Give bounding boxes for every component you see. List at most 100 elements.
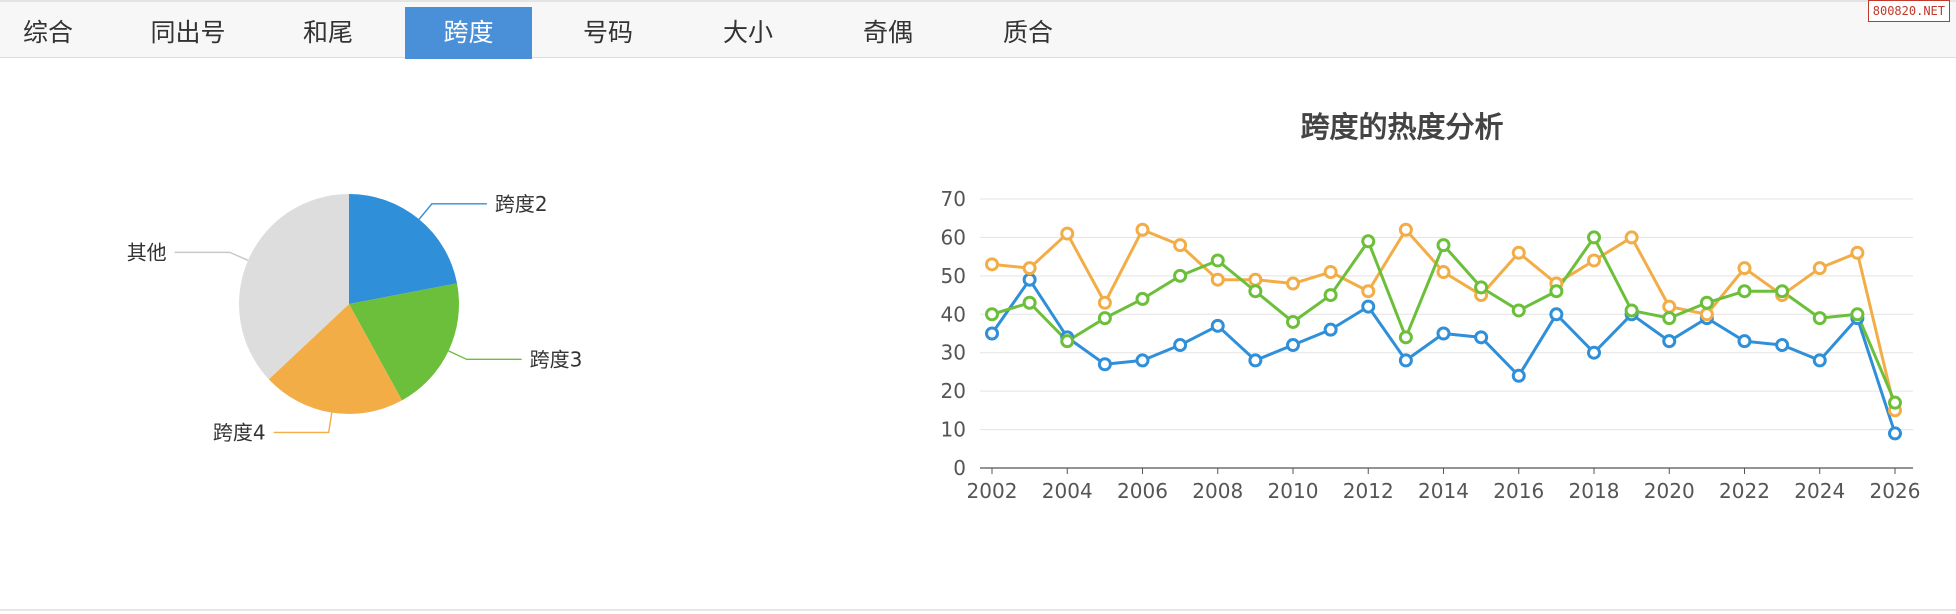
x-tick-label: 2012 xyxy=(1343,479,1394,503)
x-tick-label: 2020 xyxy=(1644,479,1695,503)
data-point-series-1[interactable] xyxy=(1398,222,1413,237)
data-point-series-2[interactable] xyxy=(1060,334,1075,349)
x-tick-label: 2008 xyxy=(1192,479,1243,503)
pie-slice-3[interactable] xyxy=(238,194,349,380)
data-point-series-1[interactable] xyxy=(1436,265,1451,280)
data-point-series-2[interactable] xyxy=(1850,307,1865,322)
data-point-series-0[interactable] xyxy=(1888,426,1902,441)
tab-haoma[interactable]: 号码 xyxy=(582,18,633,47)
data-point-series-2[interactable] xyxy=(1549,284,1564,299)
data-point-series-0[interactable] xyxy=(1248,353,1263,368)
data-point-series-2[interactable] xyxy=(1775,284,1790,299)
tab-jiou[interactable]: 奇偶 xyxy=(862,18,913,47)
data-point-series-2[interactable] xyxy=(1699,295,1714,310)
data-point-series-1[interactable] xyxy=(1624,230,1639,245)
data-point-series-0[interactable] xyxy=(1587,345,1601,360)
tab-hewei[interactable]: 和尾 xyxy=(302,18,353,47)
data-point-series-1[interactable] xyxy=(1361,284,1376,299)
data-point-series-2[interactable] xyxy=(1587,230,1601,245)
data-point-series-1[interactable] xyxy=(1587,253,1601,268)
data-point-series-0[interactable] xyxy=(1286,338,1300,353)
data-point-series-0[interactable] xyxy=(1022,272,1037,287)
data-point-series-0[interactable] xyxy=(1474,330,1489,345)
data-point-series-0[interactable] xyxy=(1361,299,1376,314)
data-point-series-2[interactable] xyxy=(1812,311,1827,326)
divider xyxy=(0,609,1956,611)
data-point-series-0[interactable] xyxy=(1511,368,1526,383)
watermark-logo: 800820.NET xyxy=(1867,0,1950,22)
y-tick-label: 0 xyxy=(953,456,966,480)
data-point-series-0[interactable] xyxy=(1549,307,1564,322)
data-point-series-0[interactable] xyxy=(1135,353,1150,368)
data-point-series-2[interactable] xyxy=(1135,291,1150,306)
data-point-series-2[interactable] xyxy=(1624,303,1639,318)
data-point-series-1[interactable] xyxy=(1812,261,1827,276)
data-point-series-1[interactable] xyxy=(1323,265,1338,280)
data-point-series-0[interactable] xyxy=(1662,334,1677,349)
x-tick-label: 2018 xyxy=(1569,479,1620,503)
data-point-series-2[interactable] xyxy=(1474,280,1489,295)
pie-slice-2[interactable] xyxy=(268,304,402,414)
data-point-series-0[interactable] xyxy=(1097,357,1112,372)
x-tick-label: 2016 xyxy=(1493,479,1544,503)
line-chart: 跨度的热度分析 0 10 20 30 40 50 60 70 2002 2004 2006 2008 2… xyxy=(941,110,1921,503)
pie-slice-0[interactable] xyxy=(349,194,458,304)
data-point-series-2[interactable] xyxy=(1022,295,1037,310)
data-point-series-2[interactable] xyxy=(1737,284,1752,299)
pie-leader-line-2 xyxy=(273,412,333,434)
data-point-series-0[interactable] xyxy=(985,326,999,341)
data-point-series-2[interactable] xyxy=(985,307,999,322)
data-point-series-2[interactable] xyxy=(1511,303,1526,318)
data-point-series-1[interactable] xyxy=(1286,276,1300,291)
pie-label-1: 跨度3 xyxy=(530,347,583,371)
data-point-series-2[interactable] xyxy=(1286,314,1300,329)
data-point-series-1[interactable] xyxy=(1173,238,1188,253)
data-point-series-2[interactable] xyxy=(1210,253,1225,268)
tab-zhihe[interactable]: 质合 xyxy=(1002,18,1053,47)
pie-chart: 跨度2 跨度3 跨度4 其他 xyxy=(127,192,583,445)
data-point-series-0[interactable] xyxy=(1173,338,1188,353)
data-point-series-1[interactable] xyxy=(1511,245,1526,260)
tab-kuadu[interactable]: 跨度 xyxy=(405,7,532,59)
data-point-series-2[interactable] xyxy=(1888,395,1902,410)
y-tick-label: 60 xyxy=(941,225,966,249)
data-point-series-0[interactable] xyxy=(1323,322,1338,337)
tab-daxiao[interactable]: 大小 xyxy=(722,18,773,47)
data-point-series-1[interactable] xyxy=(1737,261,1752,276)
data-point-series-0[interactable] xyxy=(1436,326,1451,341)
data-point-series-1[interactable] xyxy=(1210,272,1225,287)
data-point-series-1[interactable] xyxy=(1662,299,1677,314)
tab-tongchuhao[interactable]: 同出号 xyxy=(150,18,226,47)
data-point-series-1[interactable] xyxy=(1022,261,1037,276)
data-point-series-1[interactable] xyxy=(1248,272,1263,287)
data-point-series-0[interactable] xyxy=(1812,353,1827,368)
y-tick-label: 50 xyxy=(941,264,966,288)
data-point-series-2[interactable] xyxy=(1398,330,1413,345)
pie-slice-1[interactable] xyxy=(349,283,459,401)
x-tick-label: 2014 xyxy=(1418,479,1469,503)
data-point-series-1[interactable] xyxy=(1850,245,1865,260)
data-point-series-2[interactable] xyxy=(1361,234,1376,249)
data-point-series-0[interactable] xyxy=(1775,338,1790,353)
data-point-series-2[interactable] xyxy=(1097,311,1112,326)
tab-zonghe[interactable]: 综合 xyxy=(22,18,73,47)
data-point-series-2[interactable] xyxy=(1436,238,1451,253)
series-line-0 xyxy=(990,278,1897,434)
data-point-series-1[interactable] xyxy=(1097,295,1112,310)
data-point-series-0[interactable] xyxy=(1737,334,1752,349)
y-tick-label: 40 xyxy=(941,302,966,326)
data-point-series-1[interactable] xyxy=(1699,307,1714,322)
data-point-series-1[interactable] xyxy=(1135,222,1150,237)
x-tick-label: 2022 xyxy=(1719,479,1770,503)
data-point-series-2[interactable] xyxy=(1662,311,1677,326)
data-point-series-1[interactable] xyxy=(1060,226,1075,241)
data-point-series-2[interactable] xyxy=(1248,284,1263,299)
data-point-series-2[interactable] xyxy=(1323,288,1338,303)
y-tick-label: 10 xyxy=(941,418,966,442)
tab-bar: 综合 同出号 和尾 跨度 号码 大小 奇偶 质合 xyxy=(0,0,1956,59)
data-point-series-1[interactable] xyxy=(985,257,999,272)
data-point-series-2[interactable] xyxy=(1173,268,1188,283)
data-point-series-0[interactable] xyxy=(1210,318,1225,333)
data-point-series-0[interactable] xyxy=(1398,353,1413,368)
x-tick-label: 2004 xyxy=(1042,479,1093,503)
